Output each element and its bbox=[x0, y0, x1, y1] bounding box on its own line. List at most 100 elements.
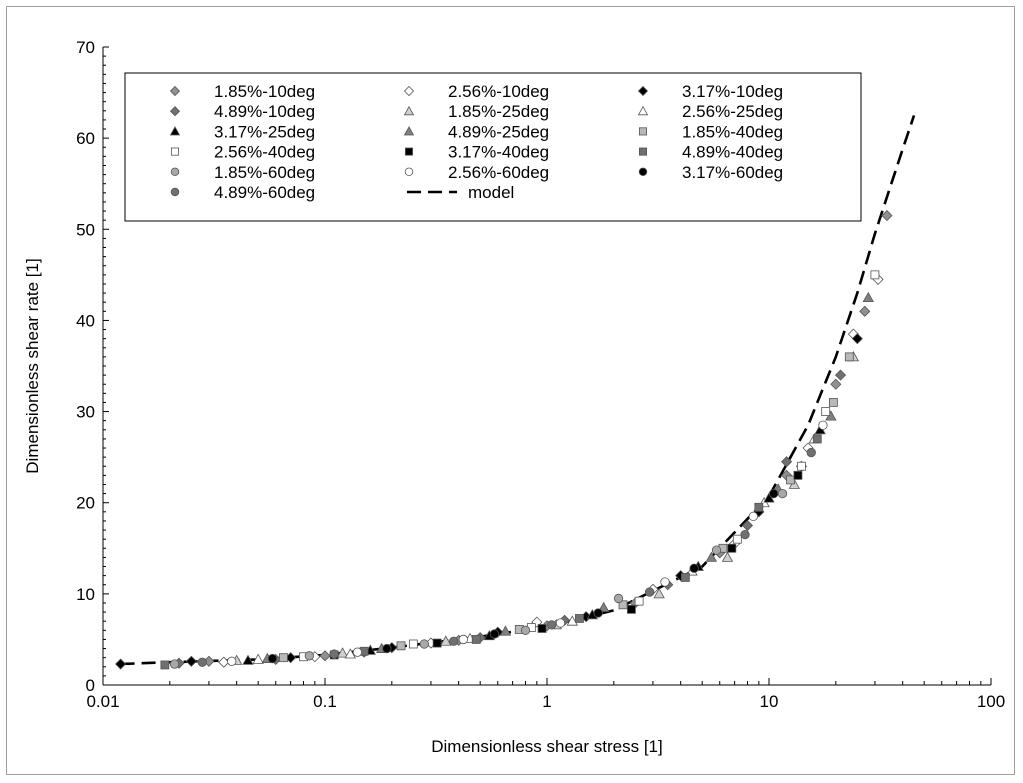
data-point bbox=[660, 577, 670, 587]
data-point bbox=[830, 378, 842, 390]
series-9 bbox=[299, 270, 880, 662]
y-tick-label: 40 bbox=[76, 311, 95, 330]
data-point bbox=[396, 641, 406, 651]
x-tick-label: 10 bbox=[760, 692, 779, 711]
series-7 bbox=[261, 291, 874, 663]
x-axis-label: Dimensionless shear stress [1] bbox=[431, 737, 662, 756]
data-point bbox=[627, 604, 636, 614]
legend-marker bbox=[637, 85, 649, 97]
data-point bbox=[566, 615, 578, 626]
data-point bbox=[382, 643, 392, 654]
data-point bbox=[319, 650, 331, 662]
data-point bbox=[721, 551, 734, 562]
data-point bbox=[471, 635, 481, 644]
series-10 bbox=[329, 470, 803, 660]
legend-marker bbox=[639, 147, 648, 156]
data-point bbox=[727, 543, 737, 553]
y-tick-label: 20 bbox=[76, 494, 95, 513]
legend-label: 2.56%-40deg bbox=[214, 143, 315, 162]
data-point bbox=[821, 407, 831, 416]
data-point bbox=[419, 639, 429, 649]
axes: 0 10 20 30 40 50 60 70 0.01 0.1 1 10 100 bbox=[76, 38, 1005, 711]
legend-marker bbox=[639, 127, 648, 136]
series-4 bbox=[230, 351, 860, 665]
data-point bbox=[818, 420, 828, 430]
data-point bbox=[748, 511, 758, 522]
data-point bbox=[575, 614, 584, 623]
series-15 bbox=[197, 447, 816, 667]
legend-label: 4.89%-60deg bbox=[214, 183, 315, 202]
data-points bbox=[115, 210, 893, 670]
legend-marker bbox=[170, 167, 180, 177]
data-point bbox=[547, 620, 557, 630]
series-2 bbox=[115, 333, 863, 670]
data-point bbox=[458, 634, 469, 645]
data-point bbox=[499, 625, 512, 636]
data-point bbox=[653, 588, 665, 599]
data-point bbox=[252, 653, 264, 664]
y-tick-label: 0 bbox=[86, 676, 95, 695]
legend-label: 4.89%-10deg bbox=[214, 102, 315, 121]
legend-marker bbox=[170, 147, 179, 156]
legend-marker bbox=[169, 106, 181, 117]
x-tick-label: 0.01 bbox=[86, 692, 119, 711]
data-point bbox=[812, 434, 822, 444]
data-point bbox=[618, 600, 628, 610]
legend-marker bbox=[169, 126, 181, 136]
legend-label: 2.56%-60deg bbox=[448, 163, 549, 182]
data-point bbox=[754, 502, 764, 512]
series-11 bbox=[160, 434, 822, 670]
data-point bbox=[432, 638, 442, 648]
x-tick-label: 100 bbox=[977, 692, 1005, 711]
data-point bbox=[593, 608, 603, 618]
legend-label: model bbox=[468, 183, 514, 202]
data-point bbox=[408, 639, 418, 649]
y-axis-label: Dimensionless shear rate [1] bbox=[23, 258, 42, 473]
legend-marker bbox=[637, 105, 649, 116]
data-point bbox=[705, 551, 718, 562]
data-point bbox=[851, 333, 863, 345]
data-point bbox=[834, 369, 847, 381]
data-point bbox=[185, 655, 197, 667]
legend-label: 3.17%-10deg bbox=[682, 82, 783, 101]
data-point bbox=[267, 653, 278, 664]
data-point bbox=[806, 447, 816, 458]
y-tick-label: 70 bbox=[76, 38, 95, 57]
model-curve bbox=[120, 114, 916, 666]
data-point bbox=[489, 629, 500, 639]
legend-label: 4.89%-25deg bbox=[448, 122, 549, 141]
data-point bbox=[613, 593, 624, 604]
data-point bbox=[160, 660, 170, 670]
data-point bbox=[634, 596, 644, 606]
data-point bbox=[781, 456, 793, 468]
series-8 bbox=[279, 352, 854, 663]
legend-label: 1.85%-25deg bbox=[448, 102, 549, 121]
data-point bbox=[242, 654, 254, 665]
x-tick-label: 1 bbox=[542, 692, 551, 711]
legend-label: 3.17%-25deg bbox=[214, 122, 315, 141]
legend-marker bbox=[403, 126, 415, 136]
legend-label: 3.17%-40deg bbox=[448, 143, 549, 162]
legend-marker bbox=[403, 85, 415, 97]
legend-marker bbox=[170, 187, 180, 197]
y-tick-label: 50 bbox=[76, 220, 95, 239]
legend-marker bbox=[404, 147, 413, 156]
data-point bbox=[740, 529, 750, 540]
series-12 bbox=[169, 488, 788, 669]
data-point bbox=[680, 573, 690, 582]
data-point bbox=[769, 488, 779, 499]
data-point bbox=[440, 635, 452, 646]
data-point bbox=[537, 624, 547, 633]
legend-marker bbox=[403, 105, 415, 116]
legend-label: 1.85%-10deg bbox=[214, 82, 315, 101]
legend-marker bbox=[169, 85, 181, 97]
data-point bbox=[828, 398, 838, 407]
data-point bbox=[449, 636, 459, 646]
legend-label: 2.56%-10deg bbox=[448, 82, 549, 101]
scatter-chart: 0 10 20 30 40 50 60 70 0.01 0.1 1 10 100 1.85%-10deg… bbox=[23, 38, 1005, 756]
legend-label: 1.85%-40deg bbox=[682, 122, 783, 141]
data-point bbox=[689, 563, 699, 573]
series-14 bbox=[267, 488, 779, 664]
data-point bbox=[304, 651, 314, 661]
data-point bbox=[336, 647, 349, 658]
